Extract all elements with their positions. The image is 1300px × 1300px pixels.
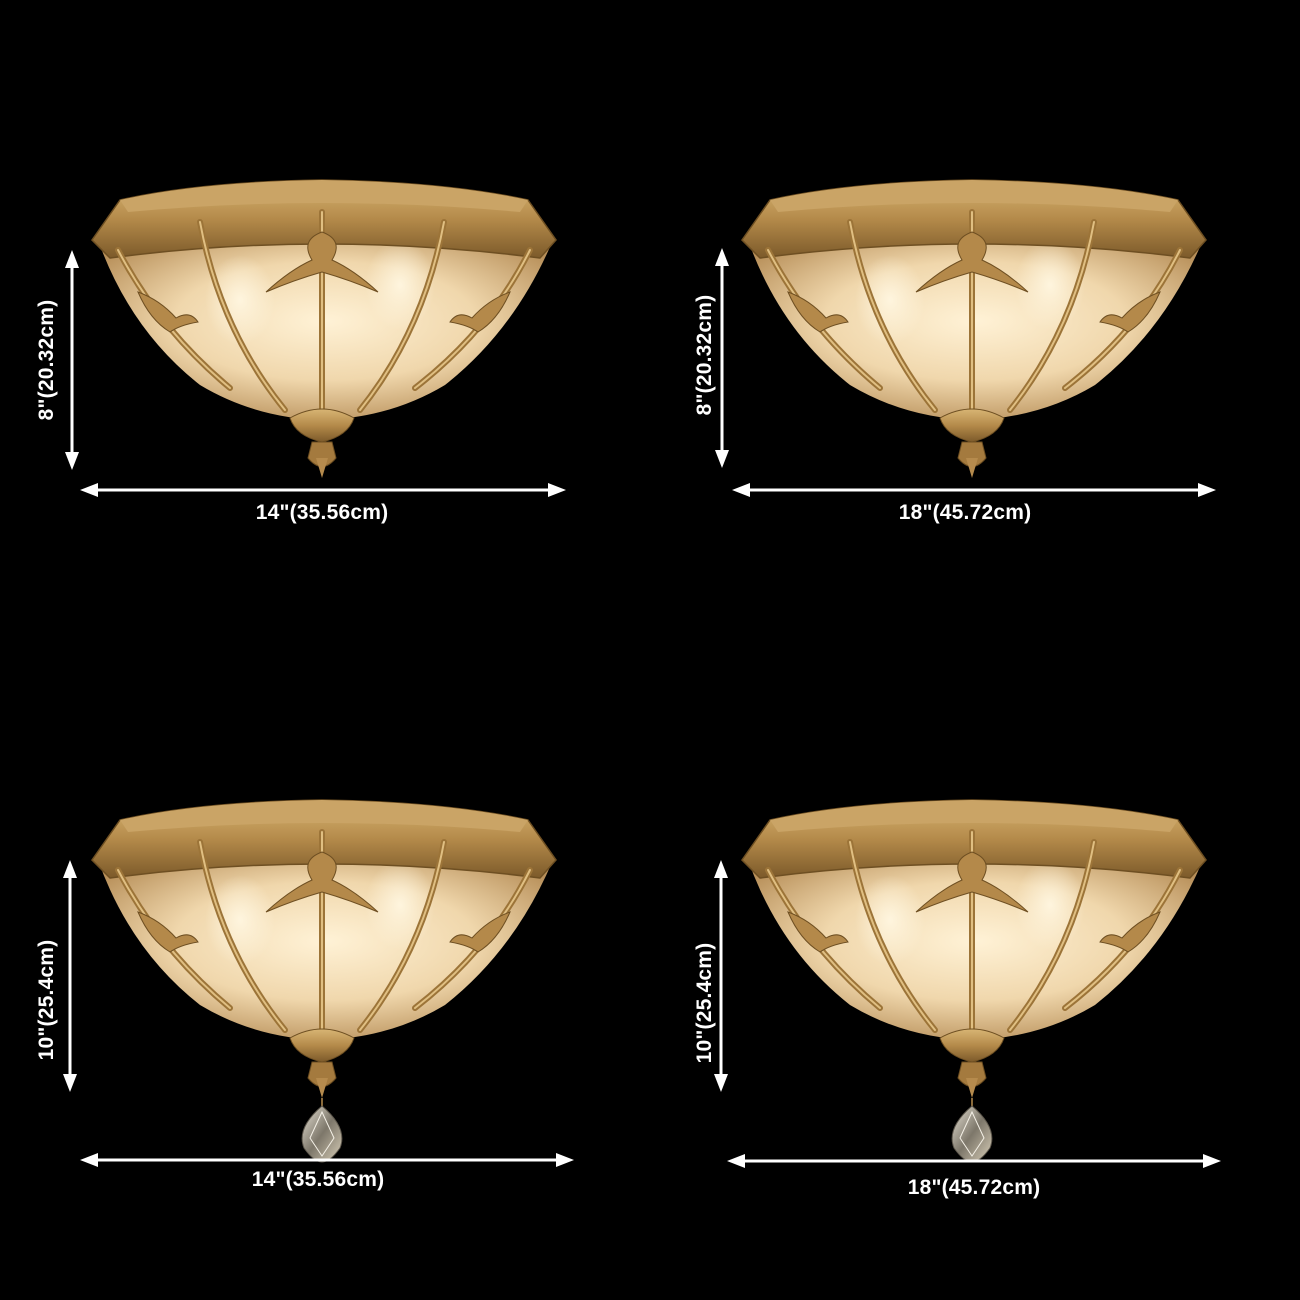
crystal-pendant — [951, 1097, 993, 1163]
product-panel-large-10in: 10"(25.4cm) 18"(45.72cm) — [650, 650, 1300, 1300]
height-label: 8"(20.32cm) — [35, 299, 58, 421]
width-label: 18"(45.72cm) — [907, 1176, 1041, 1199]
height-label: 10"(25.4cm) — [35, 939, 58, 1061]
lamp-dimension-graphic — [65, 0, 566, 497]
width-label: 18"(45.72cm) — [898, 501, 1032, 524]
ceiling-lamp-image — [92, 800, 556, 1098]
ceiling-lamp-image — [742, 800, 1206, 1098]
height-label: 8"(20.32cm) — [693, 294, 716, 416]
height-arrow — [63, 860, 77, 1092]
height-arrow — [714, 860, 728, 1092]
width-label: 14"(35.56cm) — [251, 1168, 385, 1191]
lamp-dimension-graphic — [714, 650, 1221, 1168]
height-arrow — [65, 250, 79, 470]
width-label: 14"(35.56cm) — [255, 501, 389, 524]
width-arrow — [80, 1153, 574, 1167]
product-panel-small-8in: 8"(20.32cm) 14"(35.56cm) — [0, 0, 650, 650]
height-arrow — [715, 248, 729, 468]
lamp-dimension-graphic — [715, 0, 1216, 497]
width-arrow — [727, 1154, 1221, 1168]
lamp-dimension-graphic — [63, 650, 574, 1167]
ceiling-lamp-image — [92, 180, 556, 478]
width-arrow — [732, 483, 1216, 497]
crystal-pendant — [301, 1097, 343, 1163]
product-panel-small-10in: 10"(25.4cm) 14"(35.56cm) — [0, 650, 650, 1300]
ceiling-lamp-image — [742, 180, 1206, 478]
width-arrow — [80, 483, 566, 497]
product-panel-large-8in: 8"(20.32cm) 18"(45.72cm) — [650, 0, 1300, 650]
height-label: 10"(25.4cm) — [693, 942, 716, 1064]
